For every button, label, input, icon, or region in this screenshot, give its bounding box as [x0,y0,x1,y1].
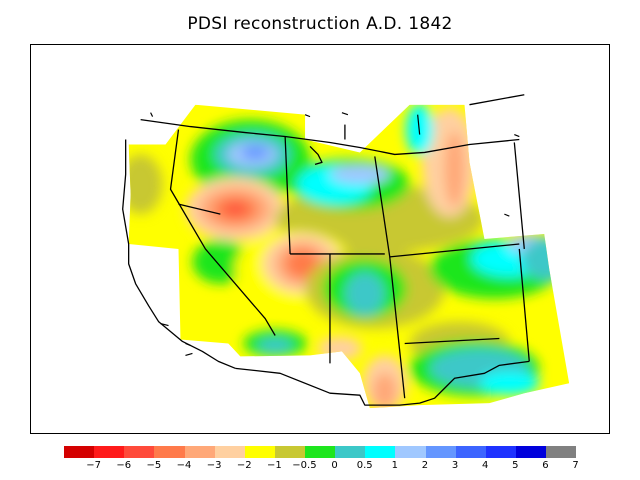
colorbar-swatch [425,446,456,458]
colorbar-label: 0.5 [356,460,373,471]
colorbar-swatch [184,446,215,458]
state-line-9 [513,142,525,250]
colorbar-swatch [64,446,95,458]
colorbar-swatch [274,446,305,458]
colorbar-label: 3 [451,460,459,471]
state-line-12 [404,337,500,345]
state-line-1 [169,129,276,336]
colorbar-label: 2 [421,460,429,471]
pdsi-colorbar [64,446,577,458]
colorbar-swatch [515,446,546,458]
state-line-2 [178,203,221,215]
state-line-11 [469,94,525,106]
colorbar-label: −1 [266,460,282,471]
colorbar-label: −2 [236,460,252,471]
colorbar-label: 5 [512,460,519,471]
canada-border [140,118,520,156]
colorbar-swatch [124,446,155,458]
colorbar-label: −5 [146,460,162,471]
colorbar-swatch [244,446,275,458]
islands [150,112,520,356]
colorbar-label: 1 [391,460,398,471]
lake-outline [309,146,323,166]
state-line-7 [389,256,406,399]
colorbar-label: 6 [542,460,549,471]
colorbar-label: −6 [116,460,132,471]
colorbar-label: 4 [481,460,489,471]
pdsi-map [122,94,570,409]
map-title: PDSI reconstruction A.D. 1842 [187,14,453,34]
coastline [122,139,236,369]
colorbar-label: −0.5 [292,460,317,471]
map-boundaries [122,94,530,406]
colorbar-label: −4 [176,460,192,471]
state-line-10 [518,248,530,362]
pdsi-field [128,104,570,409]
colorbar-label: −3 [206,460,222,471]
colorbar-swatch [395,446,426,458]
state-line-6 [374,156,391,258]
colorbar-swatch [455,446,486,458]
pdsi-colorbar-labels: −7 −6 −5 −4 −3 −2 −1 −0.5 0 0.5 1 2 3 4 5 6 7 [64,460,579,474]
colorbar-label: 0 [331,460,338,471]
colorbar-swatch [485,446,516,458]
colorbar-swatch [546,446,577,458]
colorbar-swatch [365,446,396,458]
colorbar-swatch [154,446,185,458]
colorbar-label: 7 [572,460,579,471]
colorbar-swatch [94,446,125,458]
colorbar-swatch [305,446,336,458]
colorbar-swatch [214,446,245,458]
state-line-8 [389,243,520,258]
mexico-border [235,360,530,406]
colorbar-swatch [335,446,366,458]
map-panel [30,44,610,434]
state-line-3 [284,136,291,254]
colorbar-label: −7 [86,460,101,471]
